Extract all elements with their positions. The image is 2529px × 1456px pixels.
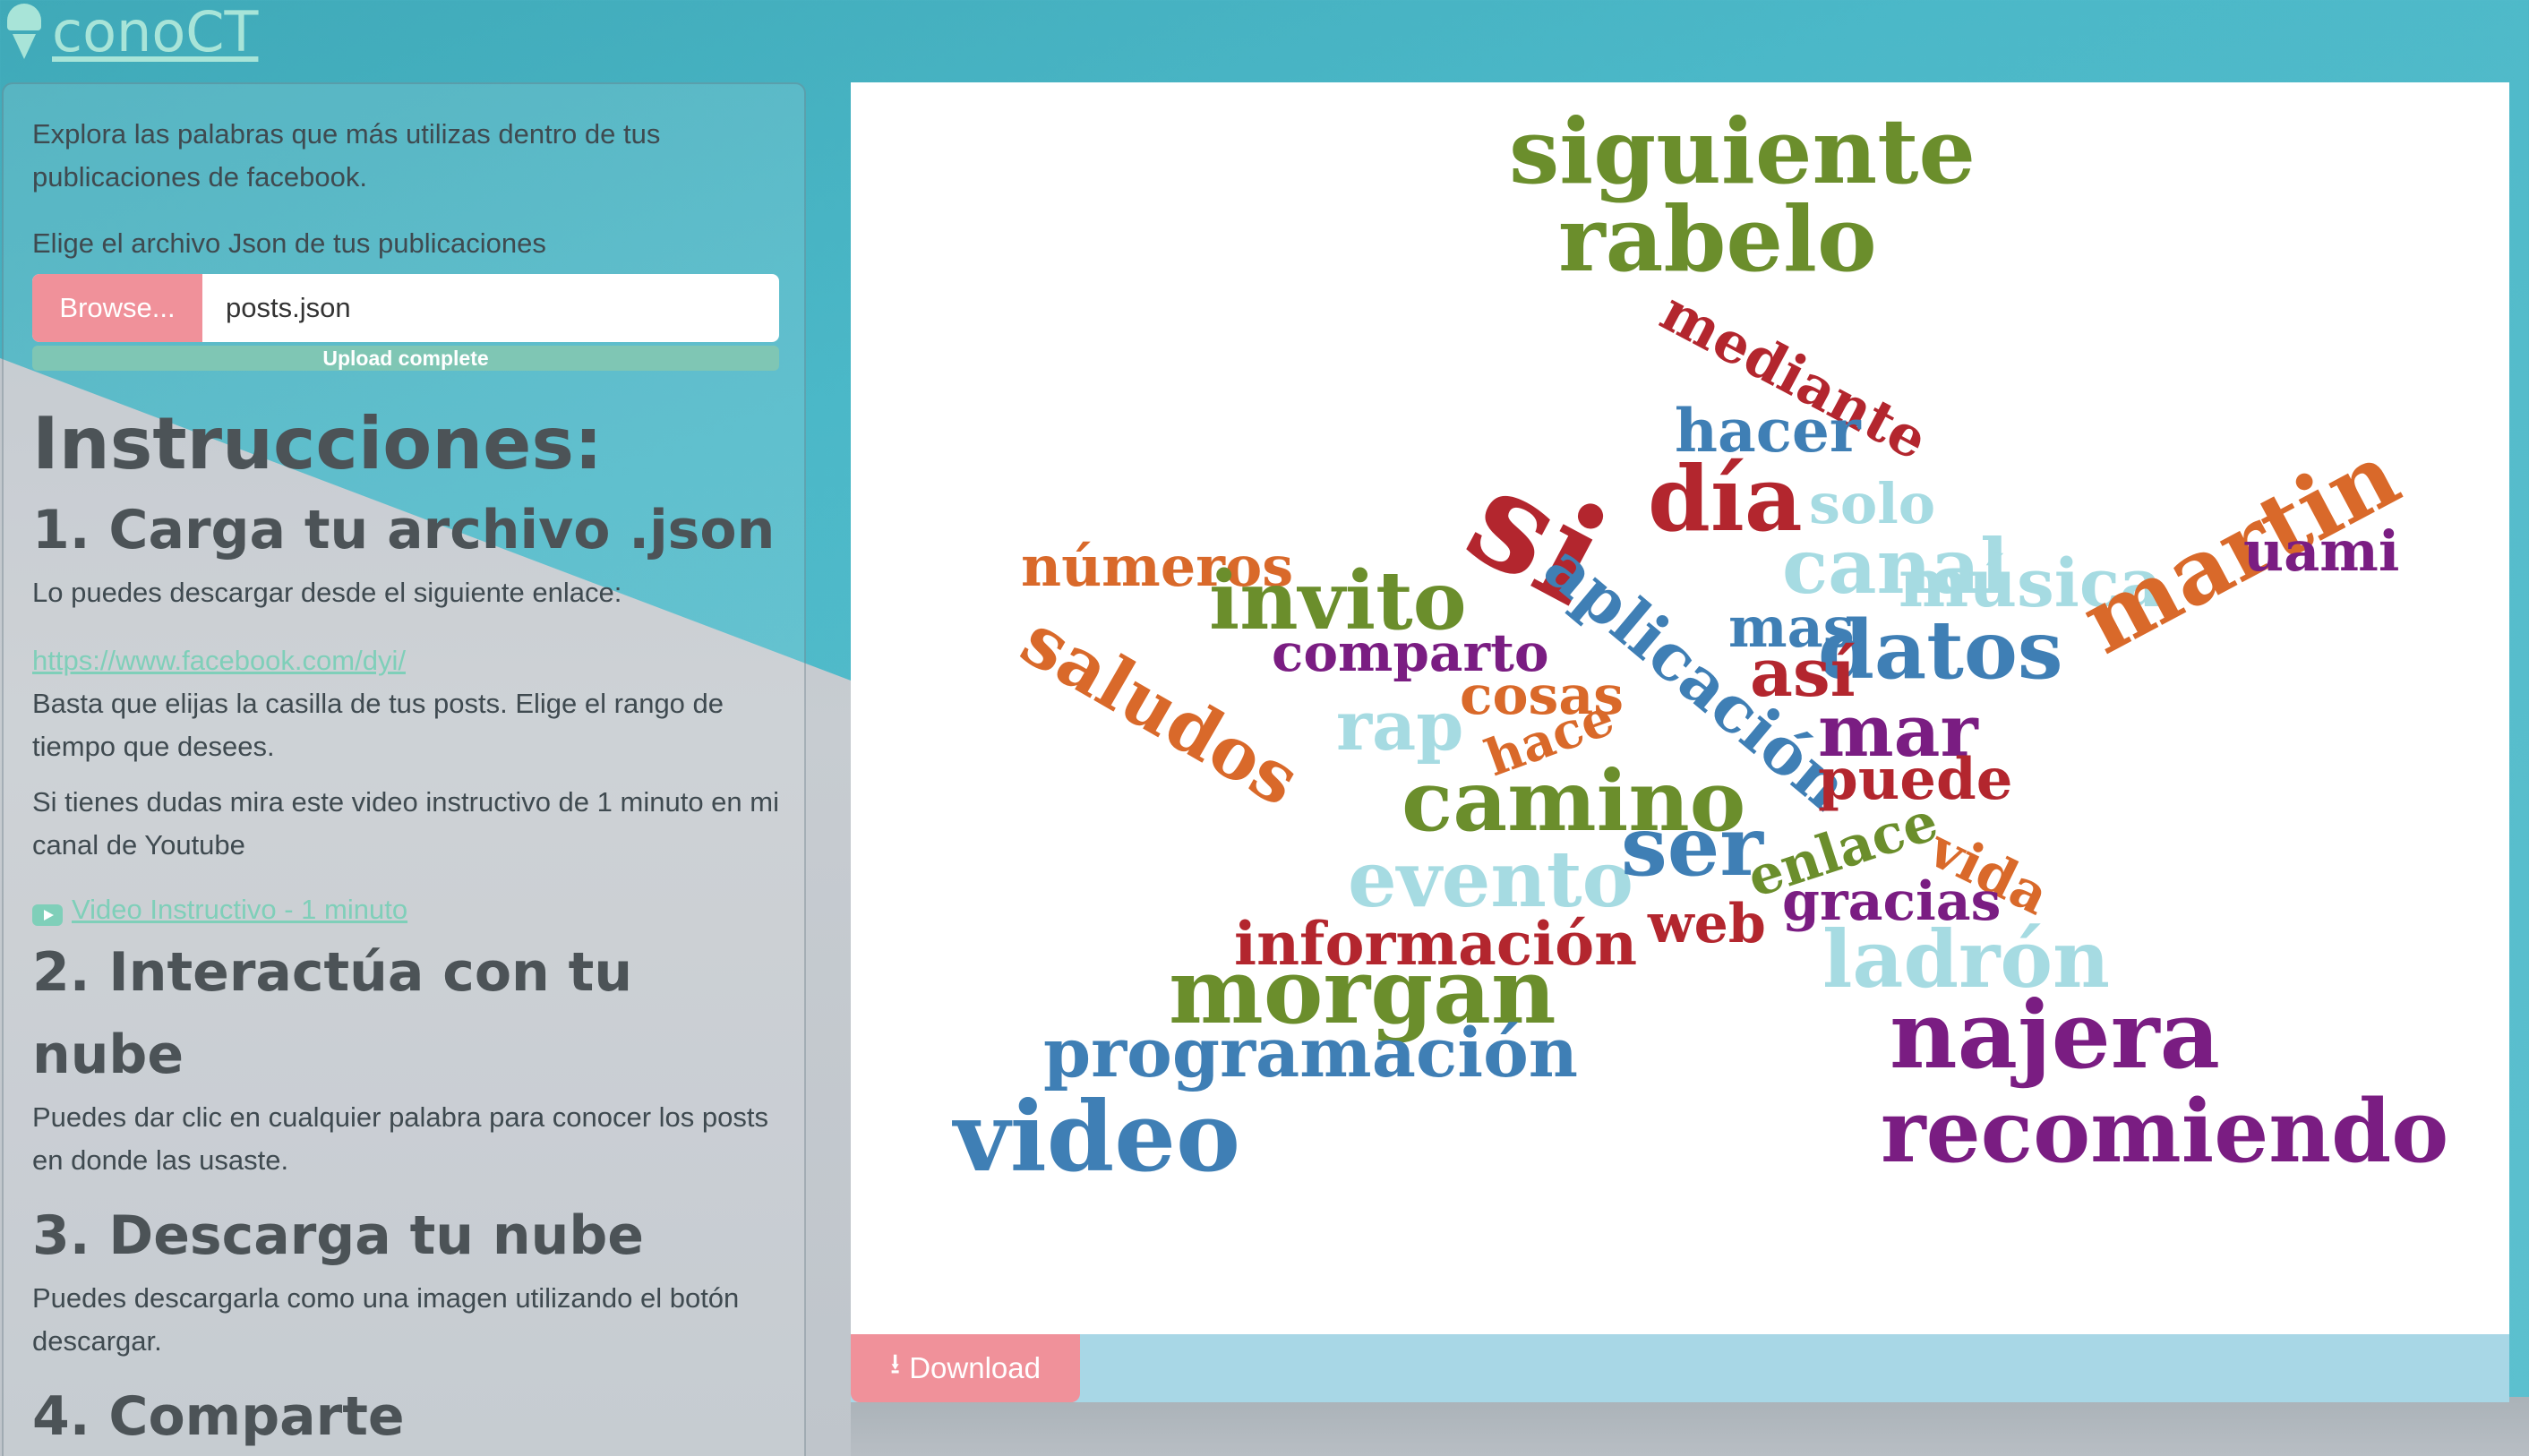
step1-text3: Si tienes dudas mira este video instruct… bbox=[32, 786, 779, 861]
cloud-word-información[interactable]: información bbox=[1234, 909, 1637, 979]
step1-title: 1. Carga tu archivo .json bbox=[32, 499, 776, 561]
cloud-word-música[interactable]: música bbox=[1899, 545, 2163, 622]
cloud-word-mar[interactable]: mar bbox=[1818, 689, 1978, 773]
cloud-word-video[interactable]: video bbox=[952, 1081, 1240, 1194]
instructions-title: Instrucciones: bbox=[32, 402, 604, 485]
youtube-icon bbox=[32, 904, 63, 926]
cloud-word-cosas[interactable]: cosas bbox=[1460, 664, 1624, 727]
cloud-word-camino[interactable]: camino bbox=[1402, 752, 1745, 851]
file-name-field[interactable]: posts.json bbox=[226, 292, 351, 323]
download-icon: ⭳ bbox=[890, 1348, 901, 1380]
cloud-word-evento[interactable]: evento bbox=[1348, 835, 1633, 925]
background-sand-strip bbox=[851, 1397, 2529, 1456]
step2-title: 2. Interactúa con tu nube bbox=[32, 941, 633, 1086]
cloud-word-ladrón[interactable]: ladrón bbox=[1822, 912, 2110, 1006]
intro-text: Explora las palabras que más utilizas de… bbox=[32, 118, 661, 193]
ice-cream-icon bbox=[5, 4, 43, 59]
download-button[interactable]: ⭳ Download bbox=[851, 1334, 1080, 1402]
step3-title: 3. Descarga tu nube bbox=[32, 1204, 644, 1267]
step2-text: Puedes dar clic en cualquier palabra par… bbox=[32, 1101, 768, 1176]
cloud-word-comparto[interactable]: comparto bbox=[1272, 622, 1549, 683]
cloud-word-siguiente[interactable]: siguiente bbox=[1509, 98, 1976, 204]
brand-link[interactable]: conoCT bbox=[5, 0, 259, 64]
video-instructivo-link[interactable]: Video Instructivo - 1 minuto bbox=[72, 894, 408, 925]
facebook-dyi-link[interactable]: https://www.facebook.com/dyi/ bbox=[32, 645, 406, 676]
step1-text2: Basta que elijas la casilla de tus posts… bbox=[32, 688, 724, 762]
cloud-word-hacer[interactable]: hacer bbox=[1675, 396, 1862, 466]
step1-text: Lo puedes descargar desde el siguiente e… bbox=[32, 577, 622, 608]
cloud-word-morgan[interactable]: morgan bbox=[1169, 938, 1556, 1044]
browse-button[interactable]: Browse... bbox=[32, 274, 202, 342]
upload-progress-bar: Upload complete bbox=[32, 346, 779, 371]
cloud-word-así[interactable]: así bbox=[1750, 635, 1856, 712]
file-input[interactable]: Browse... posts.json bbox=[32, 274, 779, 342]
step3-text: Puedes descargarla como una imagen utili… bbox=[32, 1282, 740, 1357]
cloud-word-programación[interactable]: programación bbox=[1043, 1013, 1578, 1092]
cloud-word-rabelo[interactable]: rabelo bbox=[1558, 186, 1877, 292]
video-link-row[interactable]: Video Instructivo - 1 minuto bbox=[32, 888, 776, 931]
cloud-word-invito[interactable]: invito bbox=[1209, 553, 1467, 648]
download-label: Download bbox=[909, 1351, 1041, 1384]
cloud-word-rap[interactable]: rap bbox=[1336, 686, 1463, 766]
cloud-word-solo[interactable]: solo bbox=[1809, 471, 1935, 536]
cloud-word-recomiendo[interactable]: recomiendo bbox=[1881, 1081, 2448, 1182]
cloud-word-canal[interactable]: canal bbox=[1782, 522, 2009, 611]
cloud-word-gracias[interactable]: gracias bbox=[1782, 870, 2001, 933]
word-cloud-panel: siguiente rabelo mediante hacer si día solo can… bbox=[851, 82, 2509, 1334]
sidebar: Explora las palabras que más utilizas de… bbox=[2, 82, 806, 1456]
brand-title: conoCT bbox=[52, 0, 259, 64]
file-label: Elige el archivo Json de tus publicacion… bbox=[32, 227, 546, 259]
cloud-word-uami[interactable]: uami bbox=[2243, 518, 2399, 584]
cloud-word-puede[interactable]: puede bbox=[1818, 746, 2012, 813]
cloud-word-web[interactable]: web bbox=[1647, 893, 1766, 955]
cloud-word-día[interactable]: día bbox=[1648, 446, 1803, 552]
step4-title: 4. Comparte bbox=[32, 1385, 405, 1448]
cloud-word-mas[interactable]: mas bbox=[1728, 595, 1855, 660]
cloud-word-ser[interactable]: ser bbox=[1621, 798, 1764, 895]
download-bar: ⭳ Download bbox=[851, 1334, 2509, 1402]
cloud-word-datos[interactable]: datos bbox=[1818, 603, 2063, 698]
cloud-word-números[interactable]: números bbox=[1021, 534, 1293, 599]
cloud-word-najera[interactable]: najera bbox=[1890, 980, 2220, 1090]
